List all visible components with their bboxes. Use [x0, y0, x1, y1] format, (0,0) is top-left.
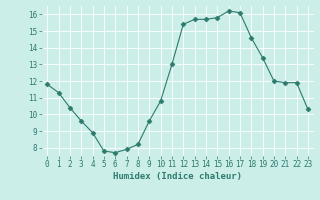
X-axis label: Humidex (Indice chaleur): Humidex (Indice chaleur): [113, 172, 242, 181]
